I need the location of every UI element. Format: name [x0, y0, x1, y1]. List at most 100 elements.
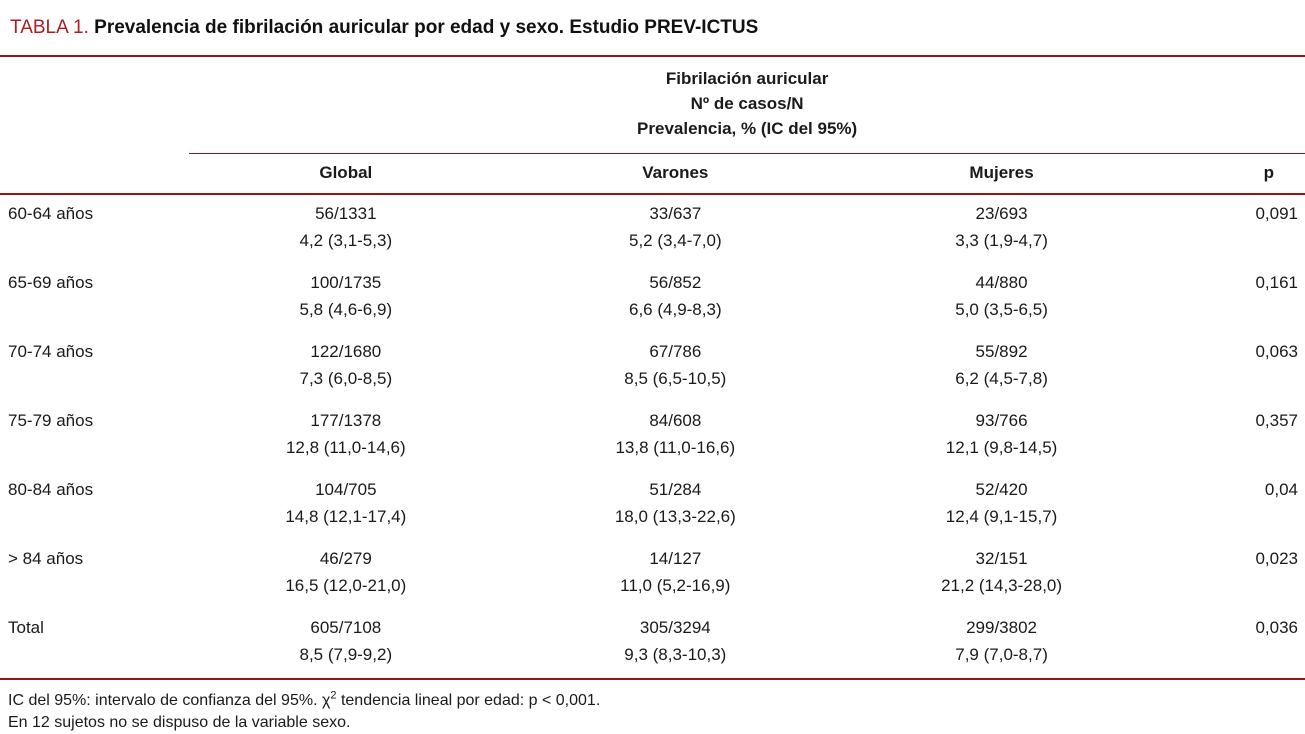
cell-varones: 14/127 11,0 (5,2-16,9): [502, 540, 848, 609]
cases-value: 56/852: [649, 272, 702, 292]
prevalence-value: 5,8 (4,6-6,9): [299, 299, 393, 319]
cell-mujeres: 55/892 6,2 (4,5-7,8): [848, 333, 1155, 402]
cell-mujeres: 23/693 3,3 (1,9-4,7): [848, 194, 1155, 264]
cases-value: 52/420: [975, 479, 1028, 499]
table-title-text: Prevalencia de fibrilación auricular por…: [94, 17, 759, 38]
column-header-p: p: [1154, 153, 1305, 195]
table-row: 80-84 años 104/705 14,8 (12,1-17,4) 51/2…: [0, 471, 1305, 540]
prevalence-value: 12,1 (9,8-14,5): [945, 437, 1058, 457]
prevalence-value: 7,9 (7,0-8,7): [955, 644, 1048, 664]
prevalence-value: 6,2 (4,5-7,8): [955, 368, 1048, 388]
footnote-1-text-b: tendencia lineal por edad: p < 0,001.: [336, 691, 601, 709]
cases-value: 177/1378: [310, 410, 382, 430]
spanner-header: Fibrilación auricular Nº de casos/N Prev…: [189, 57, 1305, 154]
cell-p-value: 0,023: [1255, 548, 1298, 568]
prevalence-value: 9,3 (8,3-10,3): [624, 644, 727, 664]
prevalence-value: 8,5 (7,9-9,2): [299, 644, 393, 664]
cases-value: 299/3802: [966, 617, 1037, 637]
cases-value: 122/1680: [310, 341, 382, 361]
prevalence-value: 18,0 (13,3-22,6): [614, 506, 736, 526]
table-row: 60-64 años 56/1331 4,2 (3,1-5,3) 33/637 …: [0, 194, 1305, 264]
prevalence-value: 6,6 (4,9-8,3): [629, 299, 722, 319]
cases-value: 100/1735: [310, 272, 382, 292]
table-footnotes: IC del 95%: intervalo de confianza del 9…: [0, 680, 1305, 734]
cases-value: 46/279: [319, 548, 372, 568]
cell-mujeres: 44/880 5,0 (3,5-6,5): [848, 264, 1155, 333]
cell-varones: 67/786 8,5 (6,5-10,5): [502, 333, 848, 402]
cell-varones: 84/608 13,8 (11,0-16,6): [502, 402, 848, 471]
cell-global: 177/1378 12,8 (11,0-14,6): [189, 402, 502, 471]
cell-p-value: 0,063: [1255, 341, 1298, 361]
table-row: 65-69 años 100/1735 5,8 (4,6-6,9) 56/852…: [0, 264, 1305, 333]
cases-value: 104/705: [315, 479, 377, 499]
table-title: TABLA 1. Prevalencia de fibrilación auri…: [0, 0, 1305, 57]
cell-p-value: 0,161: [1255, 272, 1298, 292]
prevalence-value: 3,3 (1,9-4,7): [955, 230, 1048, 250]
spanner-line-1: Fibrilación auricular: [665, 69, 829, 88]
prevalence-value: 5,0 (3,5-6,5): [955, 299, 1048, 319]
cell-mujeres: 52/420 12,4 (9,1-15,7): [848, 471, 1155, 540]
table-row: 75-79 años 177/1378 12,8 (11,0-14,6) 84/…: [0, 402, 1305, 471]
footnote-1: IC del 95%: intervalo de confianza del 9…: [8, 690, 1305, 712]
cases-value: 605/7108: [310, 617, 382, 637]
table-row-total: Total 605/7108 8,5 (7,9-9,2) 305/3294 9,…: [0, 608, 1305, 680]
empty-header-cell: [0, 153, 190, 195]
row-label: 60-64 años: [8, 203, 94, 223]
spanner-empty-cell: [0, 57, 189, 154]
prevalence-value: 12,8 (11,0-14,6): [285, 437, 406, 457]
footnote-1-text-a: IC del 95%: intervalo de confianza del 9…: [8, 691, 322, 709]
cases-value: 305/3294: [639, 617, 711, 637]
cases-value: 67/786: [649, 341, 702, 361]
cell-global: 122/1680 7,3 (6,0-8,5): [189, 333, 502, 402]
cell-varones: 33/637 5,2 (3,4-7,0): [502, 194, 848, 264]
cell-varones: 51/284 18,0 (13,3-22,6): [502, 471, 848, 540]
table-row: > 84 años 46/279 16,5 (12,0-21,0) 14/127…: [0, 540, 1305, 609]
cell-global: 100/1735 5,8 (4,6-6,9): [189, 264, 502, 333]
prevalence-table: Fibrilación auricular Nº de casos/N Prev…: [0, 57, 1305, 680]
prevalence-value: 21,2 (14,3-28,0): [941, 575, 1063, 595]
cases-value: 51/284: [649, 479, 702, 499]
table-row: 70-74 años 122/1680 7,3 (6,0-8,5) 67/786…: [0, 333, 1305, 402]
column-header-global: Global: [189, 153, 503, 195]
cell-global: 56/1331 4,2 (3,1-5,3): [189, 194, 502, 264]
prevalence-value: 13,8 (11,0-16,6): [615, 437, 736, 457]
table-number-label: TABLA 1.: [10, 17, 89, 38]
column-header-mujeres: Mujeres: [848, 153, 1155, 195]
cell-varones: 305/3294 9,3 (8,3-10,3): [502, 608, 849, 680]
row-label: 70-74 años: [8, 341, 94, 361]
cell-p-value: 0,357: [1255, 410, 1298, 430]
spanner-line-2: Nº de casos/N: [690, 94, 804, 113]
cell-p-value: 0,04: [1264, 479, 1298, 499]
cell-p-value: 0,036: [1154, 608, 1305, 680]
cases-value: 32/151: [975, 548, 1028, 568]
cell-mujeres: 32/151 21,2 (14,3-28,0): [848, 540, 1155, 609]
row-label: 75-79 años: [8, 410, 94, 430]
cases-value: 33/637: [649, 203, 702, 223]
column-header-varones: Varones: [502, 153, 849, 195]
chi-superscript: 2: [330, 689, 337, 702]
cell-global: 104/705 14,8 (12,1-17,4): [189, 471, 502, 540]
cases-value: 14/127: [649, 548, 702, 568]
cases-value: 55/892: [975, 341, 1028, 361]
prevalence-value: 11,0 (5,2-16,9): [620, 575, 731, 595]
spanner-line-3: Prevalencia, % (IC del 95%): [637, 119, 858, 138]
spanner-row: Fibrilación auricular Nº de casos/N Prev…: [0, 57, 1305, 154]
column-header-row: Global Varones Mujeres p: [0, 153, 1305, 195]
cell-varones: 56/852 6,6 (4,9-8,3): [502, 264, 848, 333]
cell-mujeres: 299/3802 7,9 (7,0-8,7): [848, 608, 1155, 680]
prevalence-value: 8,5 (6,5-10,5): [624, 368, 727, 388]
cell-global: 605/7108 8,5 (7,9-9,2): [189, 608, 503, 680]
cell-global: 46/279 16,5 (12,0-21,0): [189, 540, 502, 609]
cell-p-value: 0,091: [1255, 203, 1298, 223]
row-label: Total: [0, 608, 190, 680]
row-label: 65-69 años: [8, 272, 94, 292]
prevalence-value: 7,3 (6,0-8,5): [299, 368, 393, 388]
footnote-2: En 12 sujetos no se dispuso de la variab…: [8, 713, 351, 731]
prevalence-value: 16,5 (12,0-21,0): [285, 575, 407, 595]
cases-value: 56/1331: [315, 203, 377, 223]
row-label: > 84 años: [8, 548, 84, 568]
prevalence-value: 12,4 (9,1-15,7): [945, 506, 1058, 526]
prevalence-value: 14,8 (12,1-17,4): [285, 506, 407, 526]
cases-value: 84/608: [649, 410, 702, 430]
cell-mujeres: 93/766 12,1 (9,8-14,5): [848, 402, 1155, 471]
